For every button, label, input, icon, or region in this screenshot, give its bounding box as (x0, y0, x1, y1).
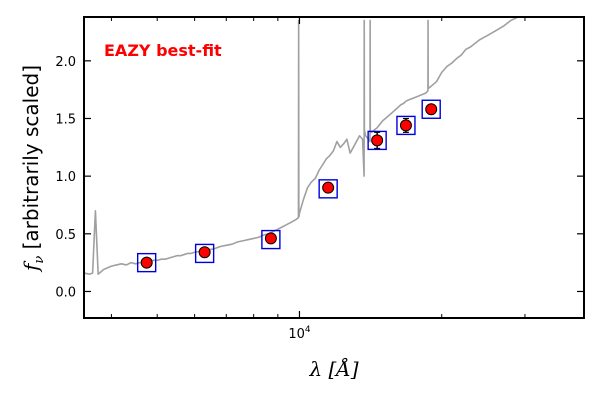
observed-point (140, 256, 153, 269)
y-axis-title-text: [arbitrarily scaled] (19, 65, 43, 256)
svg-text:fν [arbitrarily scaled]: fν [arbitrarily scaled] (19, 65, 47, 273)
observed-point (322, 181, 335, 194)
model-photometry-square (136, 252, 157, 273)
model-photometry-square (396, 115, 416, 136)
observed-point (425, 103, 438, 116)
observed-point (264, 232, 277, 245)
model-photometry-square (421, 99, 441, 119)
template-spectrum-line (84, 17, 521, 275)
y-tick-label: 2.0 (55, 55, 76, 70)
plot-area (84, 17, 521, 275)
model-photometry-square (318, 179, 338, 199)
observed-point (399, 119, 412, 132)
y-axis-ticks: 0.0 0.5 1.0 1.5 2.0 (55, 55, 584, 300)
observed-point (198, 246, 211, 259)
y-axis-title: fν [arbitrarily scaled] (19, 65, 47, 273)
model-photometry-square (261, 229, 281, 250)
axes-border (83, 16, 585, 319)
observed-point (371, 134, 384, 147)
model-photometry-square (194, 243, 215, 264)
annotation-label: EAZY best-fit (104, 41, 222, 60)
y-tick-label: 1.0 (55, 170, 76, 185)
y-tick-label: 0.5 (55, 228, 76, 243)
y-tick-label: 1.5 (55, 112, 76, 127)
x-axis-ticks: 104 (110, 17, 585, 342)
y-tick-label: 0.0 (55, 285, 76, 300)
model-photometry-square (367, 130, 387, 151)
x-tick-label: 104 (288, 325, 311, 342)
axes-frame (83, 16, 585, 319)
x-axis-title: λ [Å] (308, 356, 358, 381)
